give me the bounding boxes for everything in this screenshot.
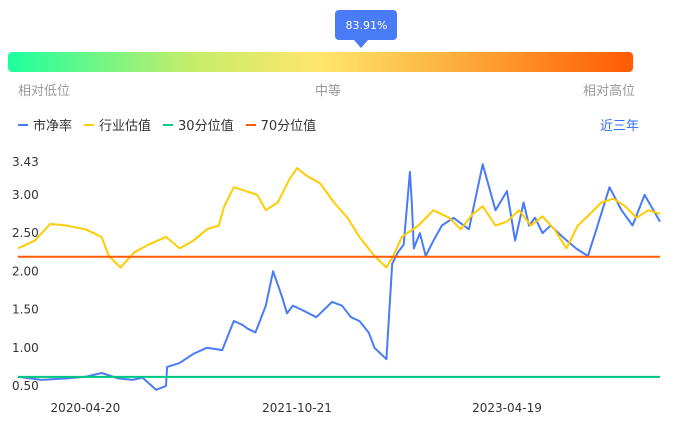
chart-legend: 市净率 行业估值 30分位值 70分位值 xyxy=(18,115,316,134)
legend-swatch-p30 xyxy=(163,123,174,126)
legend-swatch-pb xyxy=(18,123,28,126)
valuation-line-chart: 3.43 3.00 2.50 2.00 1.50 1.00 0.50 2020-04-20 20… xyxy=(12,155,661,415)
percentile-gradient-bar xyxy=(8,52,633,72)
legend-swatch-industry xyxy=(84,123,95,126)
scale-mid-label: 中等 xyxy=(315,84,342,99)
range-three-years-button[interactable]: 近三年 xyxy=(600,119,640,134)
legend-item-p30[interactable]: 30分位值 xyxy=(163,115,234,134)
y-tick-label: 3.43 xyxy=(12,155,39,169)
x-tick-label: 2023-04-19 xyxy=(472,401,542,415)
percentile-badge: 83.91% xyxy=(335,10,398,40)
legend-label-p70: 70分位值 xyxy=(260,119,317,134)
legend-label-industry: 行业估值 xyxy=(99,119,152,134)
pb-ratio-line xyxy=(17,163,661,391)
industry-valuation-line xyxy=(17,167,661,269)
legend-swatch-p70 xyxy=(245,123,256,126)
legend-item-p70[interactable]: 70分位值 xyxy=(245,115,317,134)
legend-label-p30: 30分位值 xyxy=(178,119,234,134)
y-tick-label: 2.50 xyxy=(12,226,39,240)
y-tick-label: 3.00 xyxy=(12,188,39,202)
x-tick-label: 2021-10-21 xyxy=(262,401,332,415)
scale-high-label: 相对高位 xyxy=(583,84,636,99)
scale-low-label: 相对低位 xyxy=(18,84,71,99)
legend-label-pb: 市净率 xyxy=(33,119,73,134)
y-tick-label: 2.00 xyxy=(12,264,39,278)
percentile-badge-pointer xyxy=(354,40,368,48)
y-tick-label: 0.50 xyxy=(12,379,39,393)
percentile-value: 83.91% xyxy=(345,18,388,32)
y-tick-label: 1.50 xyxy=(12,303,39,317)
y-tick-label: 1.00 xyxy=(12,341,39,355)
legend-item-pb[interactable]: 市净率 xyxy=(18,115,72,134)
x-tick-label: 2020-04-20 xyxy=(51,401,121,415)
legend-item-industry[interactable]: 行业估值 xyxy=(84,115,151,134)
